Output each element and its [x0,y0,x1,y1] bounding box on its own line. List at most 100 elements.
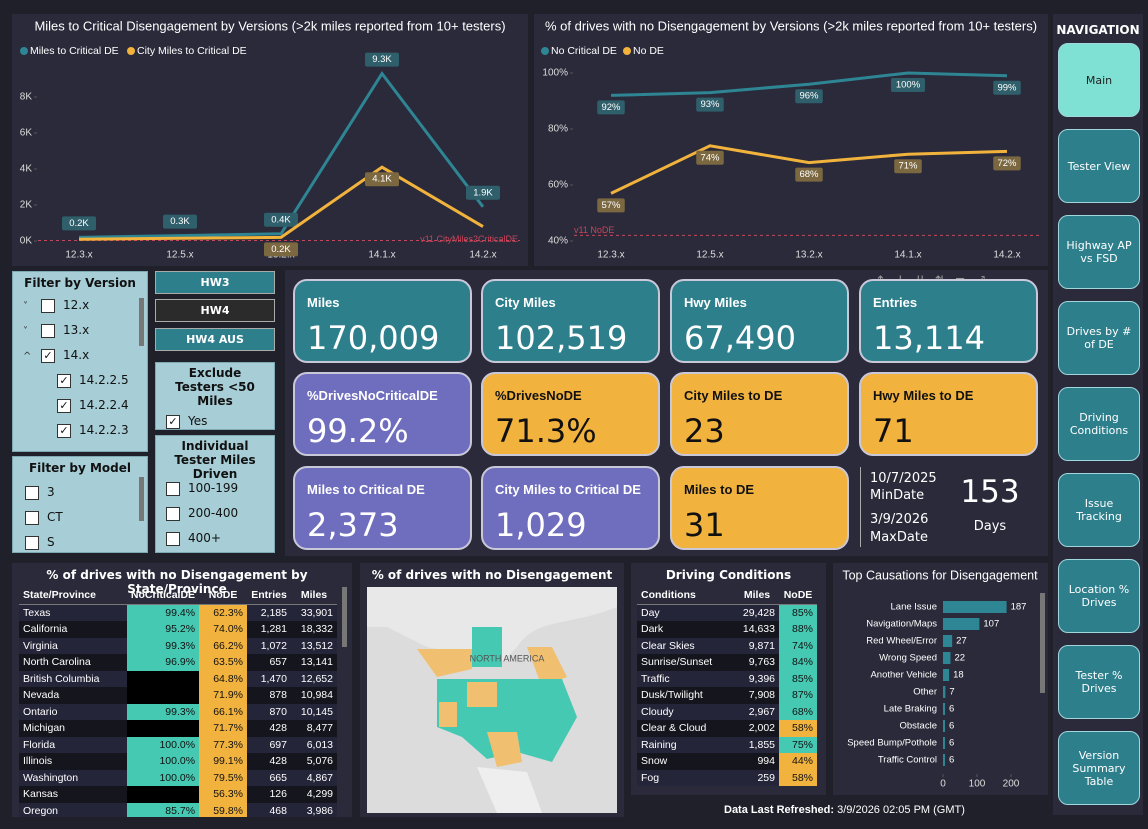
nav-button[interactable]: Main [1058,43,1140,117]
checkbox[interactable] [41,323,55,338]
table-cell: Texas [23,606,51,619]
checkbox[interactable] [166,506,180,521]
table-cell: 5,076 [306,755,333,768]
filter-title: Exclude Testers <50 Miles [175,366,255,408]
nav-button[interactable]: Highway AP vs FSD [1058,215,1140,289]
nav-button[interactable]: Tester View [1058,129,1140,203]
table-cell: 10,984 [300,689,333,702]
table: State/Province NoCriticalDE NoDE Entries Mil… [19,587,337,817]
kpi-card: Hwy Miles 67,490 [670,279,849,363]
header-row: State/Province NoCriticalDE NoDE Entries Mil… [19,587,337,605]
chevron: ˅ [23,301,28,312]
column-header[interactable]: Miles [290,587,337,605]
table-cell: 74.0% [199,621,247,638]
column-header[interactable]: State/Province [19,587,127,605]
filter-item[interactable]: ✓ 14.2.2.5 [57,373,129,388]
map[interactable]: NORTH AMERICA [367,587,617,813]
checkbox[interactable]: ✓ [166,414,180,429]
filter-item[interactable]: 3 [25,485,55,500]
map-title: % of drives with no Disengagement [371,568,613,582]
table-row: Michigan 71.7% 428 8,477 [19,720,337,737]
table-cell: 85% [779,670,817,687]
filter-item[interactable]: ˅ 13.x [23,323,89,338]
kpi-card: Miles to DE 31 [670,466,849,550]
exclude-filter[interactable]: Exclude Testers <50 Miles ✓ Yes [155,362,275,430]
item-label: 100-199 [188,481,239,495]
table-cell [126,786,200,803]
option[interactable]: ✓ Yes [166,414,274,429]
checkbox[interactable]: ✓ [57,398,71,413]
hw-button[interactable]: HW4 AUS [155,328,275,351]
version-filter[interactable]: Filter by Version ˅ 12.x ˅ 13.x ^ ✓ 14.x ✓ 14.2.… [12,271,148,452]
filter-item[interactable]: 200-400 [166,506,238,521]
nav-button[interactable]: Version Summary Table [1058,731,1140,805]
filter-item[interactable]: 100-199 [166,481,238,496]
checkbox[interactable]: ✓ [57,423,71,438]
table-row: Sunrise/Sunset 9,763 84% [637,654,817,671]
filter-item[interactable]: ✓ 14.2.2.4 [57,398,129,413]
table-cell: 44% [779,753,817,770]
nav-button[interactable]: Tester % Drives [1058,645,1140,719]
checkbox[interactable]: ✓ [41,348,55,363]
column-header[interactable]: Miles [735,587,779,605]
scrollbar[interactable] [1040,593,1045,693]
table-cell: 10,145 [300,705,333,718]
filter-item[interactable]: ✓ 14.2.2.3 [57,423,129,438]
checkbox[interactable] [25,535,39,550]
checkbox[interactable]: ✓ [57,373,71,388]
hw-button[interactable]: HW4 [155,299,275,322]
table-cell: 3,986 [306,804,333,817]
table-row: Raining 1,855 75% [637,736,817,753]
checkbox[interactable] [166,531,180,546]
kpi-value: 67,490 [684,319,796,357]
column-header[interactable]: NoDE [779,587,817,605]
kpi-value: 102,519 [495,319,628,357]
filter-item[interactable]: ^ ✓ 14.x [23,348,89,363]
checkbox[interactable] [41,298,55,313]
checkbox[interactable] [166,481,180,496]
kpi-value: 71 [873,412,914,450]
kpi-card: City Miles to DE 23 [670,372,849,456]
filter-item[interactable]: ˅ 12.x [23,298,89,313]
scrollbar[interactable] [139,477,144,521]
table-cell: 71.9% [199,687,247,704]
filter-item[interactable]: S [25,535,55,550]
table-row: Nevada 71.9% 878 10,984 [19,687,337,704]
table-cell: 1,281 [260,623,287,636]
nav-button[interactable]: Drives by # of DE [1058,301,1140,375]
table-cell: 878 [269,689,287,702]
tester-miles-filter[interactable]: Individual Tester Miles Driven 100-199 20… [155,435,275,553]
filter-item[interactable]: CT [25,510,63,525]
table-cell: California [23,623,68,636]
table-cell: 66.2% [199,637,247,654]
nav-button[interactable]: Issue Tracking [1058,473,1140,547]
table-cell: 1,470 [260,672,287,685]
scrollbar[interactable] [139,298,144,346]
table-cell: 85% [779,604,817,621]
table-cell: 13,512 [300,639,333,652]
kpi-label: Entries [873,295,918,310]
column-header[interactable]: Entries [247,587,291,605]
region [527,647,567,687]
nav-button[interactable]: Driving Conditions [1058,387,1140,461]
table-cell: 4,867 [306,771,333,784]
column-header[interactable]: NoDE [199,587,247,605]
checkbox[interactable] [25,510,39,525]
item-label: 400+ [188,531,221,545]
table-row: Ontario 99.3% 66.1% 870 10,145 [19,703,337,720]
model-filter[interactable]: Filter by Model 3 CT S [12,456,148,553]
column-header[interactable]: NoCriticalDE [126,587,200,605]
column-header[interactable]: Conditions [637,587,735,605]
nav-button[interactable]: Location % Drives [1058,559,1140,633]
table-cell: 68% [779,703,817,720]
table-cell: 33,901 [300,606,333,619]
checkbox[interactable] [25,485,39,500]
table-cell: 428 [269,755,287,768]
hw-button[interactable]: HW3 [155,271,275,294]
scrollbar[interactable] [342,587,347,647]
chart-panel [12,14,528,266]
filter-item[interactable]: 400+ [166,531,221,546]
table-cell: Sunrise/Sunset [641,656,713,669]
kpi-card: %DrivesNoDE 71.3% [481,372,660,456]
min-date-label: MinDate [870,488,925,503]
